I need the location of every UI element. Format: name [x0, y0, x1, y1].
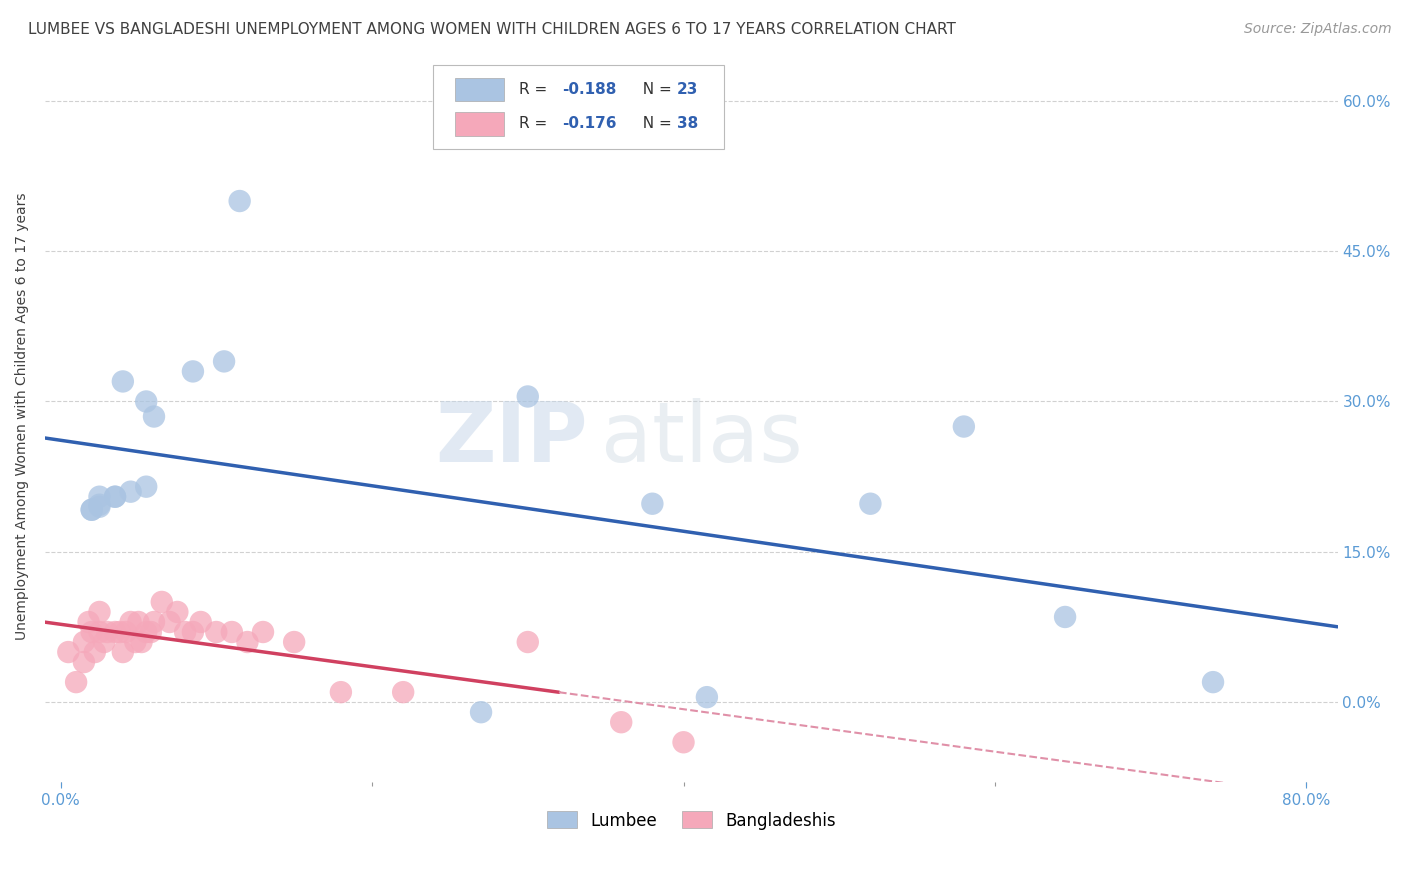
Point [1054, 610, 1077, 624]
Point [111, 375, 134, 389]
Point [80, 502, 103, 516]
Point [610, 715, 633, 730]
Point [131, 635, 153, 649]
Point [83, 645, 105, 659]
Text: ZIP: ZIP [436, 398, 588, 479]
Point [96, 625, 118, 640]
Point [174, 625, 197, 640]
Point [516, 389, 538, 403]
Point [115, 625, 138, 640]
FancyBboxPatch shape [454, 78, 503, 101]
Point [89, 625, 111, 640]
Point [139, 625, 162, 640]
Point [236, 635, 259, 649]
Point [205, 625, 228, 640]
Text: R =: R = [519, 116, 553, 131]
Point [108, 625, 131, 640]
Y-axis label: Unemployment Among Women with Children Ages 6 to 17 years: Unemployment Among Women with Children A… [15, 193, 30, 640]
Point [181, 625, 204, 640]
Point [143, 615, 166, 629]
FancyBboxPatch shape [454, 112, 503, 136]
Text: 23: 23 [678, 82, 699, 97]
Point [221, 625, 243, 640]
Point [135, 394, 157, 409]
Point [89, 605, 111, 619]
Point [1202, 675, 1225, 690]
Point [470, 705, 492, 719]
Point [89, 500, 111, 514]
Point [65, 675, 87, 690]
Point [228, 194, 250, 208]
Point [80, 625, 103, 640]
Point [283, 635, 305, 649]
Point [124, 635, 146, 649]
Point [104, 490, 127, 504]
Point [190, 615, 212, 629]
Point [641, 497, 664, 511]
Point [953, 419, 976, 434]
Text: N =: N = [633, 82, 676, 97]
Point [120, 484, 142, 499]
Point [89, 490, 111, 504]
Point [89, 498, 111, 512]
Point [212, 354, 235, 368]
Point [159, 615, 181, 629]
Point [58, 645, 80, 659]
Text: R =: R = [519, 82, 553, 97]
Text: Source: ZipAtlas.com: Source: ZipAtlas.com [1244, 22, 1392, 37]
Point [166, 605, 188, 619]
Point [181, 364, 204, 378]
Point [329, 685, 352, 699]
Point [672, 735, 695, 749]
Text: 38: 38 [678, 116, 699, 131]
Point [859, 497, 882, 511]
Text: atlas: atlas [600, 398, 803, 479]
Point [73, 655, 96, 669]
Point [104, 490, 127, 504]
Point [93, 635, 115, 649]
Point [111, 645, 134, 659]
Point [252, 625, 274, 640]
Point [120, 615, 142, 629]
Point [143, 409, 166, 424]
Point [135, 625, 157, 640]
Point [135, 480, 157, 494]
Point [392, 685, 415, 699]
Point [104, 625, 127, 640]
Point [127, 615, 149, 629]
Point [150, 595, 173, 609]
Legend: Lumbee, Bangladeshis: Lumbee, Bangladeshis [540, 805, 842, 836]
Text: N =: N = [633, 116, 676, 131]
Point [696, 690, 718, 705]
Point [516, 635, 538, 649]
Text: -0.176: -0.176 [562, 116, 617, 131]
Text: -0.188: -0.188 [562, 82, 616, 97]
Point [80, 502, 103, 516]
Point [77, 615, 100, 629]
FancyBboxPatch shape [433, 65, 724, 150]
Point [73, 635, 96, 649]
Text: LUMBEE VS BANGLADESHI UNEMPLOYMENT AMONG WOMEN WITH CHILDREN AGES 6 TO 17 YEARS : LUMBEE VS BANGLADESHI UNEMPLOYMENT AMONG… [28, 22, 956, 37]
